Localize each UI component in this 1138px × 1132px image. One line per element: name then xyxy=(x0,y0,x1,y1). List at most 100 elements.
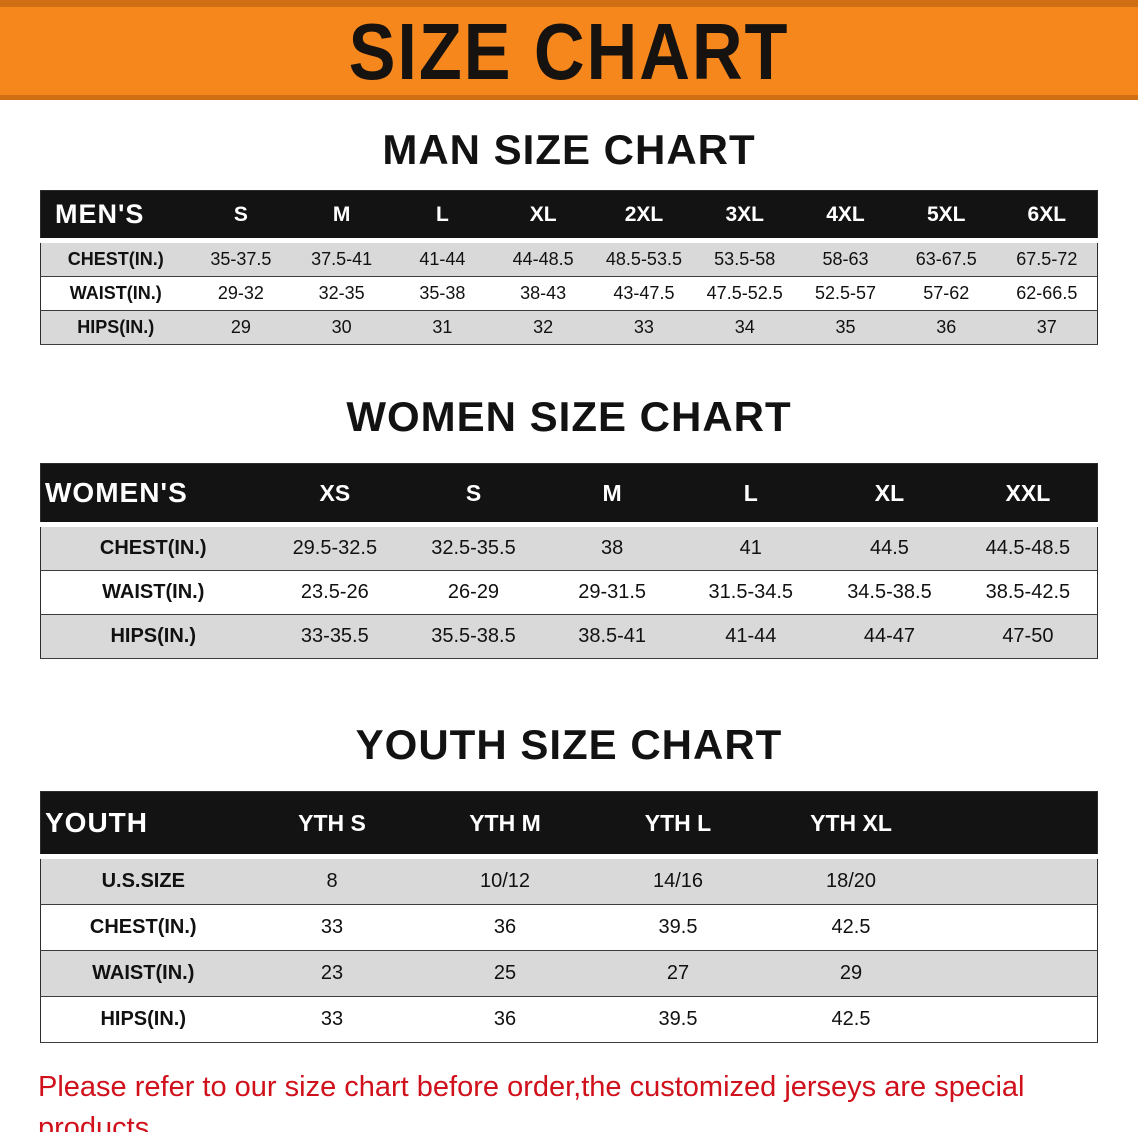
cell: 29 xyxy=(839,962,863,984)
men-col-5xl: 5XL xyxy=(895,190,997,243)
row-label-chest: CHEST(IN.) xyxy=(89,916,197,938)
women-group-header: WOMEN'S xyxy=(40,463,266,527)
cell: 44-48.5 xyxy=(512,249,574,269)
youth-group-header: YOUTH xyxy=(40,791,246,859)
row-label-hips: HIPS(IN.) xyxy=(110,625,197,647)
page-title: SIZE CHART xyxy=(348,6,790,96)
cell: 41-44 xyxy=(419,249,466,269)
men-chest-row: CHEST(IN.) 35-37.5 37.5-41 41-44 44-48.5… xyxy=(40,240,1098,277)
youth-col-yth-l: YTH L xyxy=(591,791,765,859)
cell: 44.5 xyxy=(869,537,909,559)
cell: 41-44 xyxy=(725,625,777,647)
men-col-xl: XL xyxy=(492,190,594,243)
row-label-us-size: U.S.SIZE xyxy=(101,870,185,892)
youth-col-yth-xl: YTH XL xyxy=(764,791,938,859)
cell: 36 xyxy=(493,1008,517,1030)
women-size-table: WOMEN'S XS S M L XL XXL CHEST(IN.) 29.5-… xyxy=(40,463,1098,659)
men-size-table: MEN'S S M L XL 2XL 3XL 4XL 5XL 6XL CHEST xyxy=(40,190,1098,345)
row-label-hips: HIPS(IN.) xyxy=(100,1008,187,1030)
row-label-chest: CHEST(IN.) xyxy=(99,537,207,559)
men-col-s: S xyxy=(190,190,292,243)
cell: 33-35.5 xyxy=(300,625,369,647)
cell: 39.5 xyxy=(658,916,698,938)
men-col-l: L xyxy=(392,190,493,243)
cell: 34 xyxy=(734,317,755,337)
cell: 36 xyxy=(493,916,517,938)
cell: 47-50 xyxy=(1002,625,1054,647)
spacer-cell xyxy=(937,791,1098,859)
banner: SIZE CHART xyxy=(0,0,1138,100)
youth-section-heading: YOUTH SIZE CHART xyxy=(355,721,783,768)
cell: 23.5-26 xyxy=(300,581,369,603)
row-label-waist: WAIST(IN.) xyxy=(69,283,162,303)
men-size-section: MAN SIZE CHART MEN'S S M L XL 2XL 3XL xyxy=(0,126,1138,345)
spacer-cell xyxy=(938,951,1098,997)
cell: 35-37.5 xyxy=(210,249,272,269)
cell: 14/16 xyxy=(652,870,704,892)
cell: 44-47 xyxy=(863,625,916,647)
cell: 32-35 xyxy=(318,283,365,303)
spacer-cell xyxy=(938,905,1098,951)
cell: 48.5-53.5 xyxy=(605,249,682,269)
cell: 10/12 xyxy=(479,870,531,892)
cell: 43-47.5 xyxy=(613,283,675,303)
cell: 29 xyxy=(230,317,251,337)
men-col-4xl: 4XL xyxy=(795,190,896,243)
cell: 32 xyxy=(533,317,554,337)
women-col-xl: XL xyxy=(820,463,959,527)
youth-ussize-row: U.S.SIZE 8 10/12 14/16 18/20 xyxy=(40,856,1098,905)
cell: 31 xyxy=(432,317,453,337)
cell: 33 xyxy=(633,317,654,337)
cell: 33 xyxy=(320,1008,344,1030)
women-section-heading: WOMEN SIZE CHART xyxy=(346,393,792,440)
cell: 38 xyxy=(601,537,624,559)
women-header-row: WOMEN'S XS S M L XL XXL xyxy=(40,463,1098,527)
row-label-chest: CHEST(IN.) xyxy=(67,249,164,269)
men-col-3xl: 3XL xyxy=(694,190,796,243)
cell: 30 xyxy=(331,317,352,337)
men-group-header: MEN'S xyxy=(40,190,191,243)
cell: 67.5-72 xyxy=(1016,249,1078,269)
cell: 34.5-38.5 xyxy=(847,581,932,603)
cell: 36 xyxy=(936,317,957,337)
women-size-section: WOMEN SIZE CHART WOMEN'S XS S M L XL XXL xyxy=(0,393,1138,659)
cell: 29-31.5 xyxy=(578,581,647,603)
cell: 53.5-58 xyxy=(714,249,776,269)
cell: 37.5-41 xyxy=(311,249,373,269)
men-header-row: MEN'S S M L XL 2XL 3XL 4XL 5XL 6XL xyxy=(40,190,1098,243)
cell: 42.5 xyxy=(831,1008,871,1030)
cell: 52.5-57 xyxy=(814,283,876,303)
cell: 35 xyxy=(835,317,856,337)
row-label-hips: HIPS(IN.) xyxy=(77,317,155,337)
cell: 35-38 xyxy=(419,283,466,303)
cell: 33 xyxy=(320,916,344,938)
women-hips-row: HIPS(IN.) 33-35.5 35.5-38.5 38.5-41 41-4… xyxy=(40,614,1098,659)
cell: 32.5-35.5 xyxy=(431,537,516,559)
spacer-cell xyxy=(938,857,1098,905)
disclaimer-line-1: Please refer to our size chart before or… xyxy=(38,1071,1025,1132)
cell: 47.5-52.5 xyxy=(706,283,783,303)
women-col-xs: XS xyxy=(265,463,405,527)
disclaimer-note: Please refer to our size chart before or… xyxy=(38,1067,1100,1132)
cell: 27 xyxy=(666,962,690,984)
cell: 23 xyxy=(320,962,344,984)
cell: 29.5-32.5 xyxy=(292,537,378,559)
men-section-heading: MAN SIZE CHART xyxy=(382,126,756,173)
cell: 41 xyxy=(739,537,762,559)
youth-col-yth-s: YTH S xyxy=(245,791,419,859)
women-col-xxl: XXL xyxy=(958,463,1098,527)
women-waist-row: WAIST(IN.) 23.5-26 26-29 29-31.5 31.5-34… xyxy=(40,570,1098,615)
cell: 29-32 xyxy=(217,283,264,303)
cell: 18/20 xyxy=(825,870,877,892)
cell: 38.5-41 xyxy=(578,625,647,647)
youth-size-table: YOUTH YTH S YTH M YTH L YTH XL U.S.SIZE … xyxy=(40,791,1098,1043)
men-col-6xl: 6XL xyxy=(996,190,1098,243)
cell: 8 xyxy=(326,870,338,892)
youth-waist-row: WAIST(IN.) 23 25 27 29 xyxy=(40,950,1098,997)
men-col-2xl: 2XL xyxy=(593,190,695,243)
youth-size-section: YOUTH SIZE CHART YOUTH YTH S YTH M YTH L xyxy=(0,721,1138,1043)
cell: 39.5 xyxy=(658,1008,698,1030)
size-chart-content: MAN SIZE CHART MEN'S S M L XL 2XL 3XL xyxy=(0,126,1138,1043)
women-col-l: L xyxy=(681,463,821,527)
